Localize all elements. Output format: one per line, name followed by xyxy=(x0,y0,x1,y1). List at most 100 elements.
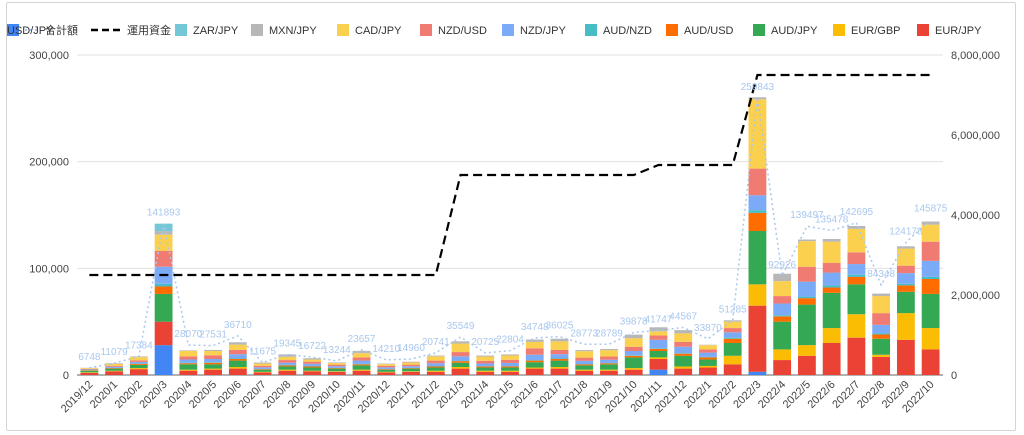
bar-segment xyxy=(550,354,569,359)
chart-frame: 合計額 運用資金 ZAR/JPY MXN/JPY CAD/JPY NZD/USD NZD/J… xyxy=(6,2,1016,431)
total-data-label: 92926 xyxy=(768,260,796,271)
bar-segment xyxy=(253,369,272,372)
bar-segment xyxy=(426,356,445,361)
bar-segment xyxy=(798,266,816,282)
bar-segment xyxy=(501,370,519,372)
bar-segment xyxy=(773,315,792,317)
total-data-label: 28789 xyxy=(595,328,623,339)
legend-swatch xyxy=(7,24,19,36)
bar-segment xyxy=(624,368,643,370)
legend-label: CAD/JPY xyxy=(355,25,402,37)
bar-segment xyxy=(748,305,767,372)
bar-segment xyxy=(674,366,693,369)
total-data-label: 35549 xyxy=(447,321,475,332)
bar-segment xyxy=(402,362,420,365)
bar-segment xyxy=(872,333,891,335)
legend-label: 合計額 xyxy=(45,23,78,37)
bar-segment xyxy=(303,370,321,372)
bar-segment xyxy=(402,368,420,372)
total-data-label: 124178 xyxy=(889,227,923,238)
bar-segment xyxy=(896,285,915,292)
legend-item: 合計額 xyxy=(25,23,78,37)
bar-segment xyxy=(426,363,445,366)
legend-label: MXN/JPY xyxy=(269,25,317,37)
y-tick-label-right: 0 xyxy=(951,370,957,382)
bar-segment xyxy=(179,369,198,371)
bar-segment xyxy=(921,293,940,329)
bar-segment xyxy=(550,360,569,367)
bar-segment xyxy=(575,351,594,358)
total-data-label: 33870 xyxy=(694,323,722,334)
bar-segment xyxy=(575,357,594,361)
bar-segment xyxy=(872,296,891,314)
bar-segment xyxy=(80,372,99,375)
bar-segment xyxy=(699,349,717,353)
bar-segment xyxy=(822,328,841,343)
bar-segment xyxy=(896,246,915,249)
legend-label: NZD/USD xyxy=(438,25,487,37)
bar-segment xyxy=(451,356,470,361)
bar-segment xyxy=(501,354,519,356)
legend-swatch xyxy=(833,24,845,36)
bar-segment xyxy=(179,351,198,357)
bar-segment xyxy=(352,365,371,370)
bar-segment xyxy=(847,228,866,253)
bar-segment xyxy=(723,338,742,343)
legend-label: AUD/USD xyxy=(684,25,734,37)
bar-segment xyxy=(278,370,297,375)
bar-segment xyxy=(847,284,866,315)
bar-segment xyxy=(105,368,124,369)
bar-segment xyxy=(822,272,841,286)
total-data-label: 13244 xyxy=(323,345,351,356)
legend-swatch xyxy=(917,24,929,36)
legend-item: ZAR/JPY xyxy=(175,24,239,37)
total-line xyxy=(89,97,932,369)
bar-segment xyxy=(921,349,940,375)
bar-segment xyxy=(179,350,198,351)
bar-segment xyxy=(847,276,866,285)
bar-segment xyxy=(352,350,371,354)
bar-segment xyxy=(550,341,569,350)
bar-segment xyxy=(451,361,470,363)
bar-segment xyxy=(352,357,371,361)
y-tick-label-left: 100,000 xyxy=(29,263,69,275)
bar-segment xyxy=(773,273,792,282)
bar-segment xyxy=(798,345,816,356)
bar-segment xyxy=(723,337,742,339)
bar-segment xyxy=(377,367,396,369)
bar-segment xyxy=(204,362,222,363)
bar-segment xyxy=(204,351,222,356)
total-data-label: 139497 xyxy=(790,210,824,221)
bar-segment xyxy=(624,355,643,356)
bar-segment xyxy=(426,366,445,368)
bar-segment xyxy=(896,339,915,375)
bar-segment xyxy=(204,368,222,370)
bar-segment xyxy=(80,368,99,370)
bar-segment xyxy=(798,281,816,297)
y-tick-label-left: 300,000 xyxy=(29,50,69,62)
bar-segment xyxy=(303,367,321,371)
bar-segment xyxy=(228,358,247,359)
bar-segment xyxy=(228,367,247,369)
bar-segment xyxy=(179,363,198,365)
bar-segment xyxy=(575,360,594,365)
bar-segment xyxy=(154,231,173,235)
bar-segment xyxy=(921,221,940,225)
bar-segment xyxy=(204,362,222,365)
total-data-label: 36710 xyxy=(224,320,252,331)
bar-segment xyxy=(476,356,495,361)
bar-segment xyxy=(847,274,866,277)
bar-segment xyxy=(154,234,173,251)
bar-segment xyxy=(303,366,321,368)
bar-segment xyxy=(872,313,891,325)
total-data-label: 51285 xyxy=(719,304,747,315)
bar-segment xyxy=(600,348,618,351)
bar-segment xyxy=(352,363,371,365)
bar-segment xyxy=(105,363,124,366)
total-data-label: 14960 xyxy=(397,343,425,354)
bar-segment xyxy=(278,360,297,363)
bar-segment xyxy=(699,352,717,357)
y-tick-label-right: 4,000,000 xyxy=(951,210,1000,222)
bar-segment xyxy=(303,359,321,362)
